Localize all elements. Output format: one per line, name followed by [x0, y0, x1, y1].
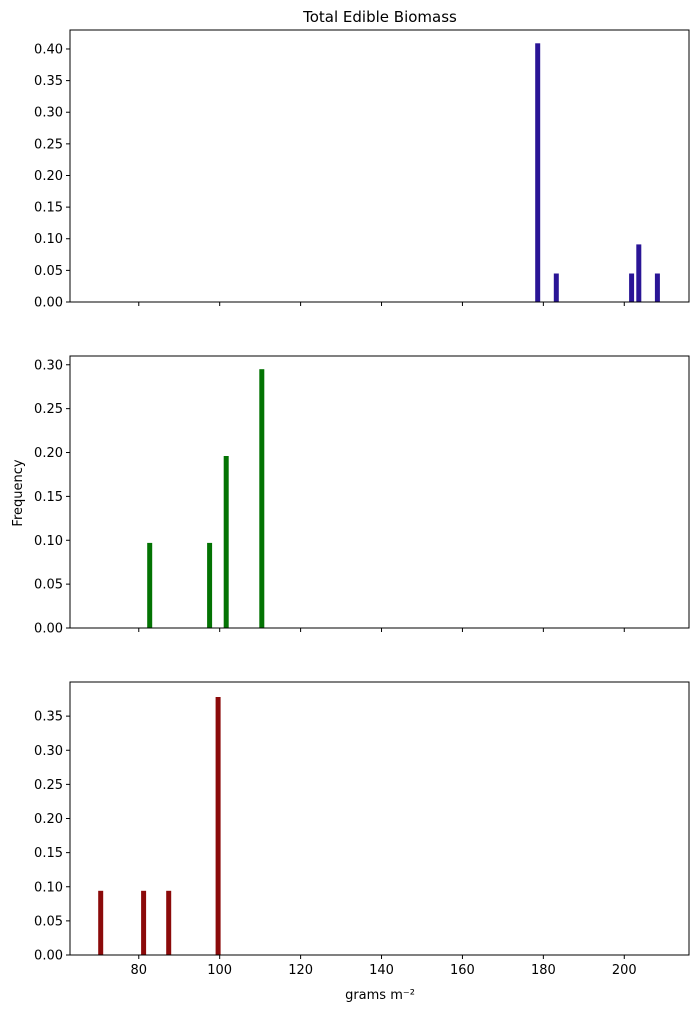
histogram-bar	[259, 369, 265, 628]
histogram-bar	[535, 43, 541, 303]
y-tick-label: 0.35	[34, 710, 63, 725]
y-tick-label: 0.10	[34, 534, 63, 549]
histogram-bar	[147, 542, 153, 628]
y-tick-label: 0.20	[34, 446, 63, 461]
histogram-bar	[223, 456, 229, 628]
y-tick-label: 0.15	[34, 490, 63, 505]
panel-1: 0.00 0.05 0.10 0.15 0.20 0.25 0.30 0.35 0.40	[34, 29, 690, 311]
y-tick-label: 0.30	[34, 744, 63, 759]
panel-2: 0.00 0.05 0.10 0.15 0.20 0.25 0.30	[34, 355, 690, 637]
y-axis-label: Frequency	[11, 459, 26, 526]
y-tick-label: 0.25	[34, 402, 63, 417]
axes-frame	[69, 681, 690, 956]
histogram-bar	[629, 273, 635, 302]
y-tick-label: 0.40	[34, 42, 63, 57]
x-tick-label: 100	[207, 963, 232, 978]
histogram-bar	[141, 890, 147, 955]
x-tick-label: 80	[131, 963, 148, 978]
histogram-bar	[207, 542, 213, 628]
y-tick-label: 0.10	[34, 232, 63, 247]
x-axis-label: grams m⁻²	[345, 988, 415, 1003]
histogram-bar	[98, 890, 104, 955]
x-tick-label: 120	[288, 963, 313, 978]
y-tick-label: 0.30	[34, 358, 63, 373]
y-tick-label: 0.35	[34, 74, 63, 89]
y-tick-label: 0.25	[34, 778, 63, 793]
histogram-bar	[166, 890, 172, 955]
y-tick-label: 0.15	[34, 846, 63, 861]
chart-title: Total Edible Biomass	[302, 8, 457, 26]
histogram-bar	[553, 273, 559, 302]
x-tick-label: 160	[450, 963, 475, 978]
x-tick-label: 180	[531, 963, 556, 978]
y-tick-label: 0.05	[34, 578, 63, 593]
y-tick-label: 0.15	[34, 201, 63, 216]
y-tick-label: 0.05	[34, 914, 63, 929]
panels: 0.000.050.100.150.200.250.300.350.400.00…	[34, 29, 690, 978]
histogram-bar	[654, 273, 660, 302]
histogram-bar	[215, 697, 221, 955]
y-tick-label: 0.25	[34, 137, 63, 152]
x-tick-label: 140	[369, 963, 394, 978]
x-tick-label: 200	[612, 963, 637, 978]
y-tick-label: 0.00	[34, 296, 63, 311]
y-tick-label: 0.05	[34, 264, 63, 279]
y-tick-label: 0.00	[34, 949, 63, 964]
y-tick-label: 0.10	[34, 880, 63, 895]
y-tick-label: 0.20	[34, 812, 63, 827]
panel-3: 0.00 0.05 0.10 0.15 0.20 0.25 0.30 0.35 80 100 120…	[34, 681, 690, 978]
y-tick-label: 0.20	[34, 169, 63, 184]
y-tick-label: 0.30	[34, 106, 63, 121]
histogram-bar	[636, 244, 642, 302]
axes-frame	[69, 29, 690, 303]
y-tick-label: 0.00	[34, 622, 63, 637]
axes-frame	[69, 355, 690, 629]
